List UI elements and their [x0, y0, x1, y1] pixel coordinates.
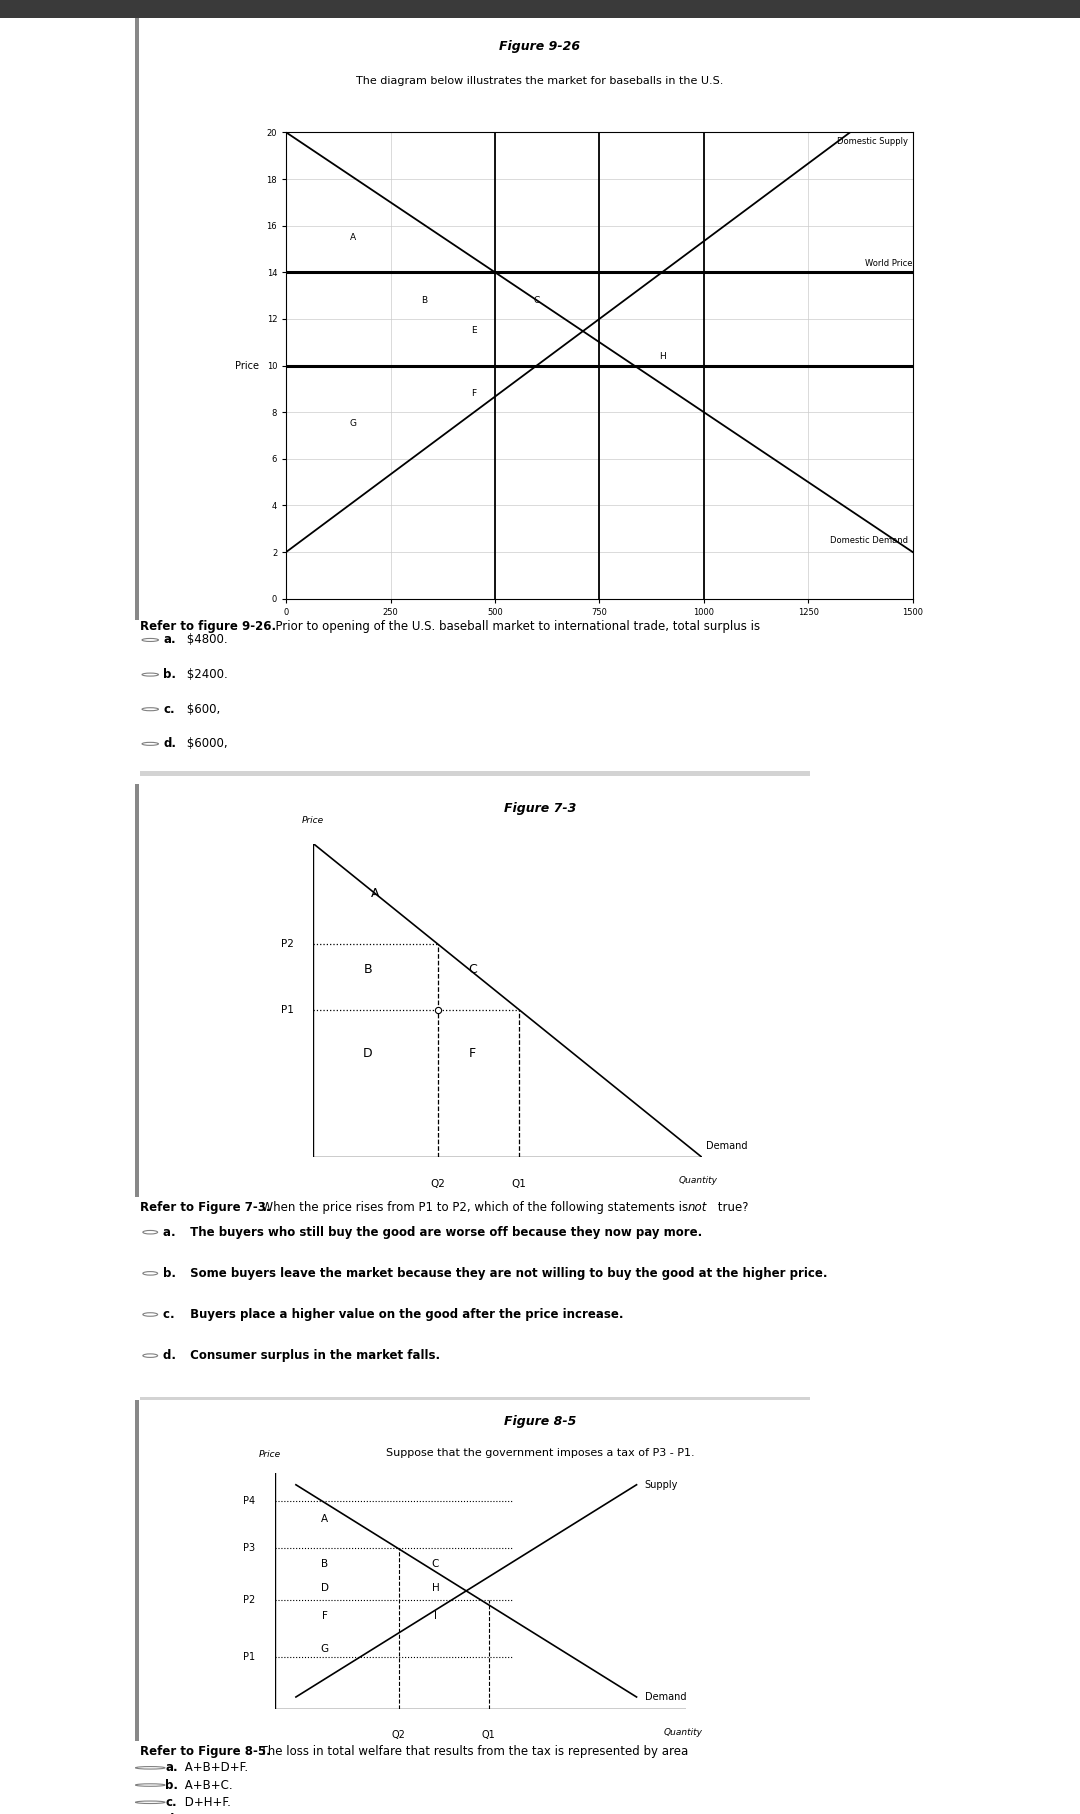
Text: P4: P4: [243, 1497, 255, 1506]
Text: Refer to Figure 8-5.: Refer to Figure 8-5.: [140, 1745, 271, 1758]
Text: E: E: [471, 327, 477, 336]
Text: $6000,: $6000,: [184, 736, 228, 751]
Text: F: F: [322, 1611, 327, 1622]
Text: Domestic Demand: Domestic Demand: [831, 535, 908, 544]
Text: Quantity: Quantity: [663, 1727, 702, 1736]
Text: $600,: $600,: [184, 702, 220, 717]
Text: P3: P3: [243, 1544, 255, 1553]
Text: A+B+D+F.: A+B+D+F.: [181, 1761, 248, 1774]
Text: b.: b.: [163, 668, 176, 680]
Text: The loss in total welfare that results from the tax is represented by area: The loss in total welfare that results f…: [253, 1745, 688, 1758]
Text: C: C: [534, 296, 540, 305]
Text: Price: Price: [301, 816, 324, 825]
Text: A: A: [321, 1515, 328, 1524]
Text: A: A: [372, 887, 380, 900]
Text: Q2: Q2: [430, 1179, 445, 1190]
Text: B: B: [363, 963, 372, 976]
Text: Supply: Supply: [645, 1480, 678, 1489]
Text: Refer to figure 9-26.: Refer to figure 9-26.: [140, 620, 276, 633]
Text: F: F: [472, 388, 476, 397]
Text: d.: d.: [163, 736, 176, 751]
Text: P2: P2: [243, 1595, 255, 1605]
Text: Q2: Q2: [392, 1731, 405, 1740]
Text: P1: P1: [281, 1005, 294, 1014]
Text: A: A: [350, 232, 356, 241]
Text: D: D: [363, 1047, 373, 1059]
Text: D: D: [321, 1584, 328, 1593]
Text: The diagram below illustrates the market for baseballs in the U.S.: The diagram below illustrates the market…: [356, 76, 724, 87]
Text: c.: c.: [163, 1308, 179, 1321]
Text: I: I: [434, 1611, 437, 1622]
Text: P1: P1: [243, 1653, 255, 1662]
Text: a.: a.: [165, 1761, 177, 1774]
Text: World Price: World Price: [865, 259, 913, 268]
Text: G: G: [350, 419, 356, 428]
Text: Prior to opening of the U.S. baseball market to international trade, total surpl: Prior to opening of the U.S. baseball ma…: [268, 620, 759, 633]
Text: Figure 9-26: Figure 9-26: [499, 40, 581, 53]
Text: Q1: Q1: [482, 1731, 496, 1740]
Text: d.: d.: [163, 1350, 180, 1362]
Text: c.: c.: [165, 1796, 177, 1809]
Text: H: H: [659, 352, 665, 361]
Text: A+B+C.: A+B+C.: [181, 1778, 233, 1792]
Text: Some buyers leave the market because they are not willing to buy the good at the: Some buyers leave the market because the…: [187, 1266, 828, 1281]
Text: B: B: [321, 1560, 328, 1569]
Text: not: not: [688, 1201, 707, 1214]
Text: Buyers place a higher value on the good after the price increase.: Buyers place a higher value on the good …: [187, 1308, 624, 1321]
Text: Domestic Supply: Domestic Supply: [837, 138, 908, 147]
X-axis label: Quantity of Baseballs: Quantity of Baseballs: [548, 622, 651, 633]
Text: b.: b.: [163, 1266, 180, 1281]
Text: When the price rises from P1 to P2, which of the following statements is: When the price rises from P1 to P2, whic…: [254, 1201, 691, 1214]
Text: C: C: [469, 963, 477, 976]
Text: P2: P2: [281, 940, 294, 949]
Text: Refer to Figure 7-3.: Refer to Figure 7-3.: [140, 1201, 271, 1214]
Text: F: F: [469, 1047, 476, 1059]
Text: C: C: [432, 1560, 440, 1569]
Text: $4800.: $4800.: [184, 633, 228, 646]
Text: Figure 7-3: Figure 7-3: [503, 802, 577, 814]
Text: The buyers who still buy the good are worse off because they now pay more.: The buyers who still buy the good are wo…: [187, 1226, 703, 1239]
Text: Price: Price: [259, 1449, 281, 1458]
Y-axis label: Price: Price: [235, 361, 259, 370]
Text: Demand: Demand: [706, 1141, 747, 1152]
Text: D+H+F.: D+H+F.: [181, 1796, 231, 1809]
Text: $2400.: $2400.: [184, 668, 228, 680]
Text: a.: a.: [163, 633, 176, 646]
Text: true?: true?: [714, 1201, 748, 1214]
Text: Demand: Demand: [645, 1692, 686, 1702]
Text: Consumer surplus in the market falls.: Consumer surplus in the market falls.: [187, 1350, 441, 1362]
Text: G: G: [321, 1643, 328, 1654]
Text: H: H: [432, 1584, 440, 1593]
Text: b.: b.: [165, 1778, 178, 1792]
Text: Figure 8-5: Figure 8-5: [503, 1415, 577, 1428]
Text: c.: c.: [163, 702, 175, 717]
Text: Quantity: Quantity: [678, 1175, 717, 1185]
Text: Q1: Q1: [512, 1179, 527, 1190]
Text: a.: a.: [163, 1226, 180, 1239]
Text: B: B: [421, 296, 427, 305]
Text: Suppose that the government imposes a tax of P3 - P1.: Suppose that the government imposes a ta…: [386, 1448, 694, 1458]
